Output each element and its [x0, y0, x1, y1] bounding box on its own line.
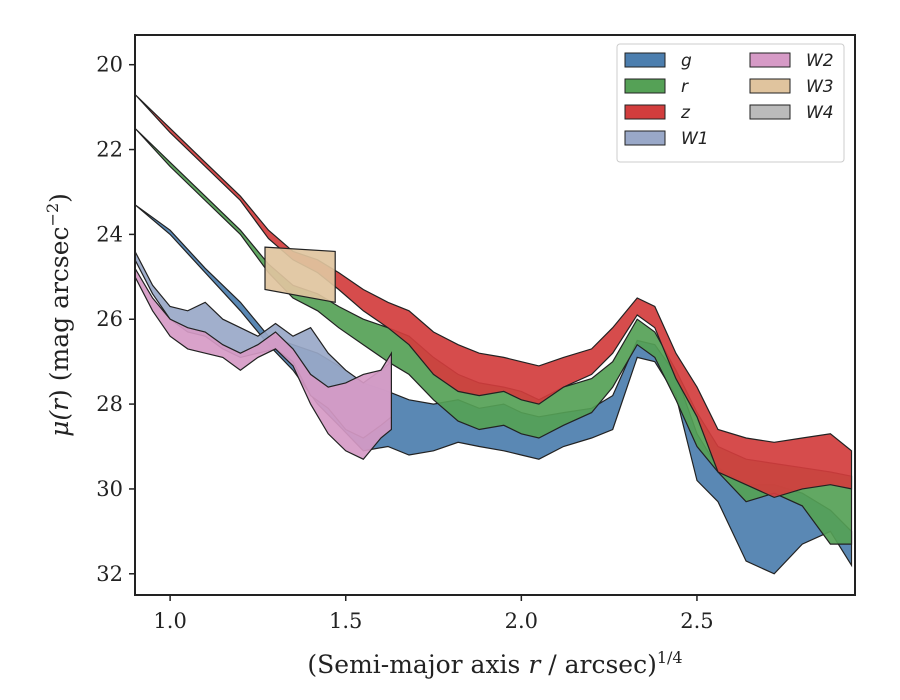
- x-tick-label: 1.5: [329, 609, 362, 633]
- y-axis-title-sup: −2: [43, 203, 62, 227]
- legend-label-g: g: [681, 51, 692, 71]
- x-tick-label: 1.0: [153, 609, 186, 633]
- x-axis-title-rest: / arcsec): [540, 650, 657, 679]
- legend-label-w4: W4: [806, 103, 834, 123]
- band-group: [135, 93, 853, 575]
- y-tick-label: 32: [96, 562, 123, 586]
- x-tick-label: 2.0: [505, 609, 538, 633]
- legend-label-w3: W3: [806, 77, 834, 97]
- x-axis-title-main: (Semi-major axis: [307, 650, 528, 679]
- legend-label-w1: W1: [681, 129, 709, 149]
- x-axis-title-sup: 1/4: [657, 648, 683, 667]
- legend-box: [616, 43, 845, 163]
- axes-group: 1.0 1.5 2.0 2.5 20 22 24 26 28 30 32: [96, 34, 856, 633]
- legend-label-r: r: [681, 77, 689, 97]
- band-z: [135, 93, 853, 499]
- legend-label-z: z: [680, 103, 691, 123]
- legend-swatch-z: [624, 104, 666, 120]
- y-axis-title-var: r: [45, 397, 74, 411]
- legend-swatch-w3: [749, 78, 791, 94]
- band-g: [135, 204, 853, 575]
- y-tick-label: 20: [96, 53, 123, 77]
- plot-frame: [134, 34, 856, 596]
- y-axis-title-mid: ) (mag arcsec: [45, 226, 74, 399]
- y-tick-label: 24: [96, 222, 123, 246]
- legend: grz W1 W2 W3 W4: [616, 43, 845, 163]
- y-tick-label: 22: [96, 138, 123, 162]
- legend-label-w2: W2: [806, 51, 834, 71]
- x-tick-label: 2.5: [680, 609, 713, 633]
- y-axis-title: μ(r) (mag arcsec−2): [43, 193, 74, 437]
- y-tick-label: 28: [96, 392, 123, 416]
- legend-swatch-r: [624, 78, 666, 94]
- legend-swatch-w2: [749, 52, 791, 68]
- y-axis-title-end: ): [45, 193, 74, 203]
- y-tick-label: 26: [96, 307, 123, 331]
- band-w3: [264, 246, 336, 304]
- y-axis-title-mu: μ(: [45, 410, 74, 437]
- x-axis-title: (Semi-major axis r / arcsec)1/4: [307, 648, 682, 679]
- band-w2: [135, 267, 392, 460]
- legend-swatch-g: [624, 52, 666, 68]
- legend-swatch-w1: [624, 130, 666, 146]
- y-tick-label: 30: [96, 477, 123, 501]
- x-axis-title-var: r: [528, 650, 542, 679]
- legend-swatch-w4: [749, 104, 791, 120]
